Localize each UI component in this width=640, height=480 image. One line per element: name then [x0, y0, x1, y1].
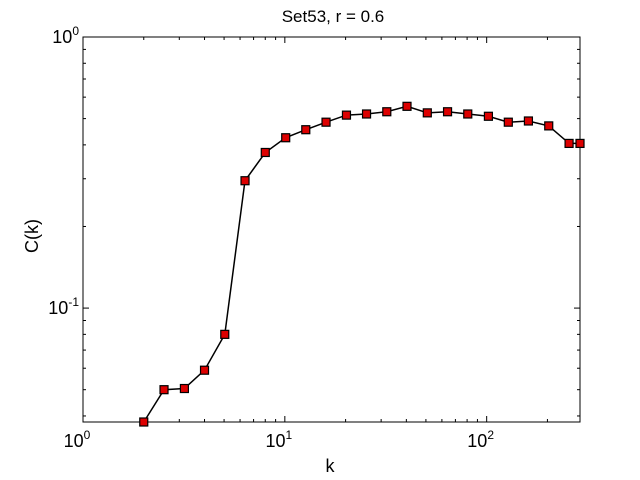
- y-tick-base: 10: [48, 298, 68, 318]
- data-point: [544, 121, 554, 131]
- data-point: [361, 109, 372, 119]
- chart-title: Set53, r = 0.6: [282, 7, 385, 26]
- x-tick-exp: 2: [487, 428, 494, 442]
- data-point: [341, 110, 352, 120]
- data-point: [159, 385, 169, 395]
- data-point: [301, 125, 311, 135]
- x-tick-label: 102: [467, 428, 494, 451]
- data-point: [402, 101, 412, 111]
- x-tick-exp: 0: [84, 428, 91, 442]
- series-markers: [139, 101, 585, 427]
- y-tick-label: 10-1: [48, 295, 79, 318]
- x-tick-base: 10: [265, 431, 285, 451]
- data-point: [260, 147, 270, 158]
- y-tick-exp: 0: [72, 24, 79, 38]
- x-tick-label: 100: [64, 428, 91, 451]
- x-tick-base: 10: [64, 431, 84, 451]
- data-point: [199, 365, 210, 375]
- data-point: [442, 107, 453, 117]
- y-tick-label: 100: [52, 24, 79, 47]
- data-point: [523, 116, 534, 126]
- data-point: [382, 107, 392, 117]
- data-point: [281, 133, 291, 143]
- x-tick-exp: 1: [286, 428, 293, 442]
- x-tick-label: 101: [265, 428, 292, 451]
- data-point: [321, 117, 331, 127]
- y-tick-base: 10: [52, 27, 72, 47]
- y-axis-label: C(k): [22, 219, 42, 253]
- y-tick-exp: -1: [68, 295, 79, 309]
- data-point: [463, 109, 473, 119]
- data-point: [575, 138, 585, 149]
- data-point: [422, 108, 432, 118]
- minor-ticks: [82, 36, 580, 422]
- x-axis-label: k: [326, 456, 336, 476]
- data-point: [179, 383, 190, 394]
- data-point: [564, 138, 574, 149]
- data-point: [220, 329, 230, 339]
- axes-frame: [82, 36, 581, 423]
- data-point: [139, 417, 149, 427]
- data-point: [240, 176, 250, 186]
- x-tick-base: 10: [467, 431, 487, 451]
- data-point: [483, 111, 494, 121]
- x-tick-labels: 100 101 102: [64, 428, 495, 451]
- data-point: [503, 117, 513, 127]
